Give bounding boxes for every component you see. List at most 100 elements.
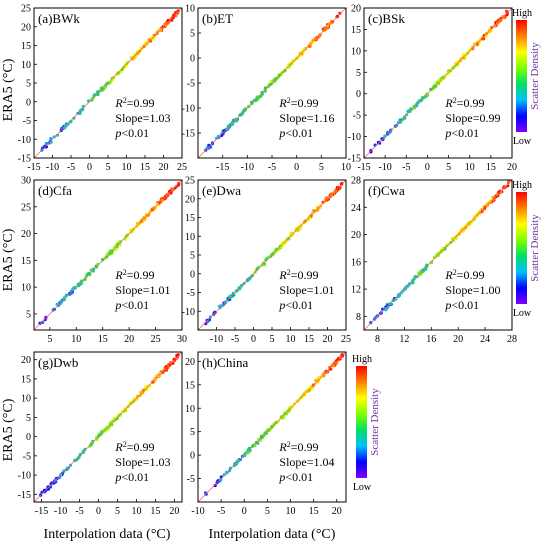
axis-labels: ERA5 (°C) ERA5 (°C) ERA5 (°C) Interpolat… <box>1 58 336 542</box>
r2-value: =0.99 <box>457 268 485 282</box>
y-tick-label: -10 <box>182 104 195 115</box>
p-value: <0.01 <box>451 298 479 312</box>
x-tick-label: 5 <box>270 334 275 345</box>
y-tick-label: -15 <box>18 154 31 165</box>
stat-p: p<0.01 <box>278 126 313 140</box>
scatter-point <box>263 431 267 435</box>
colorbar-high: High <box>512 180 532 191</box>
x-tick-label: 15 <box>486 162 496 173</box>
y-tick-label: 10 <box>185 4 195 15</box>
x-tick-label: -10 <box>191 506 204 517</box>
colorbar-0: High Low Scatter Density <box>512 8 541 147</box>
y-tick-label: 15 <box>185 380 195 391</box>
stat-r2: R2=0.99 <box>278 268 318 283</box>
y-tick-label: 15 <box>21 41 31 52</box>
scatter-point <box>139 46 143 51</box>
y-tick-label: -5 <box>353 111 361 122</box>
y-tick-label: 20 <box>21 355 31 366</box>
scatter-point <box>301 392 305 397</box>
scatter-point <box>76 456 80 460</box>
scatter-point <box>443 246 447 251</box>
r2-sup: 2 <box>287 268 291 277</box>
scatter-point <box>294 228 298 232</box>
r2-symbol: R <box>114 268 123 282</box>
scatter-point <box>338 11 342 15</box>
stat-r2: R2=0.99 <box>114 96 154 111</box>
stat-p: p<0.01 <box>278 298 313 312</box>
r2-value: =0.99 <box>127 96 155 110</box>
y-tick-label: 15 <box>185 213 195 224</box>
fit-line <box>197 351 347 503</box>
x-tick-label: -10 <box>378 162 391 173</box>
r2-symbol: R <box>444 268 453 282</box>
plot-frame <box>363 7 513 159</box>
x-tick-label: 24 <box>480 334 490 345</box>
r2-sup: 2 <box>123 440 127 449</box>
scatter-point <box>222 473 226 477</box>
x-tick-label: 10 <box>286 506 296 517</box>
p-symbol: p <box>278 126 285 140</box>
r2-value: =0.99 <box>291 440 319 454</box>
scatter-point <box>446 242 450 246</box>
p-symbol: p <box>114 298 121 312</box>
r2-symbol: R <box>114 96 123 110</box>
x-tick-label: 15 <box>140 162 150 173</box>
scatter-point <box>49 137 53 141</box>
p-value: <0.01 <box>285 298 313 312</box>
plot-frame <box>33 351 183 503</box>
scatter-point <box>290 62 294 66</box>
x-tick-label: 5 <box>106 162 111 173</box>
scatter-point <box>87 271 91 276</box>
stat-slope: Slope=1.03 <box>115 455 170 469</box>
panel-label: (e)Dwa <box>202 183 241 198</box>
panel-1: -15 -10 -5 0 5 10 -15 -10 -5 0 5 10 (b)ET R2=0.99Slop… <box>182 4 351 174</box>
r2-symbol: R <box>278 96 287 110</box>
scatter-point <box>81 449 85 453</box>
scatter-point <box>62 469 66 473</box>
scatter-point <box>141 388 145 392</box>
x-tick-label: 15 <box>304 334 314 345</box>
plot-frame <box>197 351 347 503</box>
ylabel-row2: ERA5 (°C) <box>1 228 16 291</box>
y-tick-label: 30 <box>21 176 31 187</box>
scatter-point <box>383 134 387 138</box>
scatter-point <box>79 279 83 283</box>
x-tick-label: 30 <box>177 334 187 345</box>
r2-sup: 2 <box>453 96 457 105</box>
scatter-point <box>505 9 509 13</box>
panel-label: (b)ET <box>202 11 233 26</box>
x-tick-label: -5 <box>402 162 410 173</box>
p-symbol: p <box>444 298 451 312</box>
plot-frame <box>363 179 513 331</box>
scatter-point <box>65 467 69 472</box>
x-tick-label: 15 <box>309 506 319 517</box>
y-tick-label: -15 <box>348 154 361 165</box>
r2-sup: 2 <box>453 268 457 277</box>
x-tick-label: 0 <box>96 506 101 517</box>
p-value: <0.01 <box>121 126 149 140</box>
panels: -15 -10 -5 0 5 10 15 20 25-15-10-50510152025(a)B… <box>18 4 517 518</box>
scatter-point <box>139 391 143 395</box>
y-tick-label: 12 <box>351 285 361 296</box>
stat-r2: R2=0.99 <box>114 440 154 455</box>
scatter-point <box>429 87 433 91</box>
x-tick-label: 25 <box>151 334 161 345</box>
stat-p: p<0.01 <box>114 126 149 140</box>
scatter-point <box>42 488 47 492</box>
stat-r2: R2=0.99 <box>444 268 484 283</box>
scatter-point <box>403 287 407 291</box>
scatter-point <box>227 469 232 473</box>
r2-value: =0.99 <box>291 96 319 110</box>
stat-p: p<0.01 <box>278 470 313 484</box>
y-tick-label: -5 <box>187 474 195 485</box>
stat-slope: Slope=1.01 <box>115 283 170 297</box>
scatter-point <box>38 321 42 325</box>
y-tick-label: 5 <box>356 68 361 79</box>
p-symbol: p <box>114 126 121 140</box>
x-tick-label: -5 <box>75 506 83 517</box>
x-tick-label: -15 <box>357 162 370 173</box>
panel-label: (h)China <box>202 355 248 370</box>
x-tick-label: 8 <box>375 334 380 345</box>
xlabel-left: Interpolation data (°C) <box>44 527 171 542</box>
scatter-point <box>260 90 264 94</box>
